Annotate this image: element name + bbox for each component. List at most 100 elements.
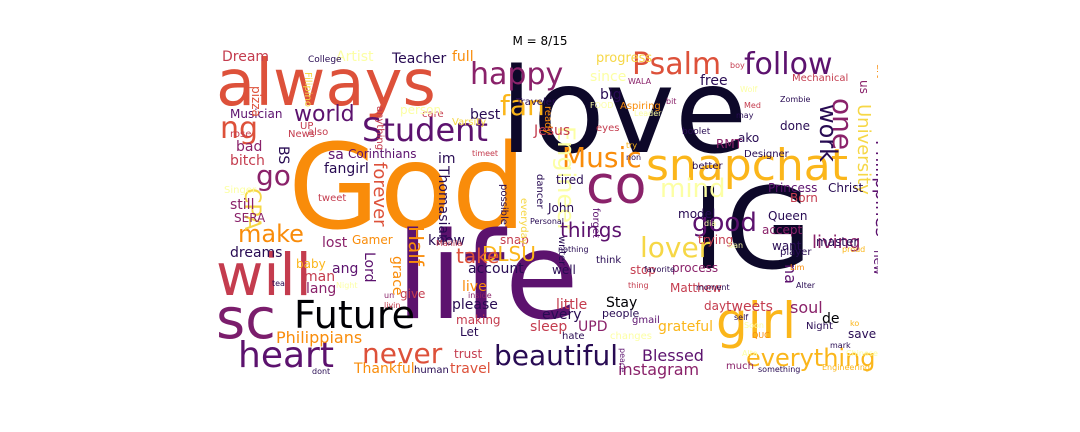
word-let: Let	[460, 325, 479, 339]
word-personal: Personal	[530, 217, 565, 226]
word-boy: boy	[730, 61, 745, 70]
word-bit: bit	[666, 97, 677, 106]
word-work: work	[814, 104, 842, 163]
word-zombie: Zombie	[780, 95, 811, 104]
word-inside: inside	[468, 291, 492, 300]
word-bitch: bitch	[230, 153, 265, 169]
word-making: making	[456, 313, 501, 327]
word-forget: forget	[590, 208, 601, 238]
word-tweets: tweets	[726, 299, 773, 315]
word-ang: ang	[332, 261, 359, 277]
word-never: never	[362, 337, 443, 370]
word-musician: Musician	[230, 107, 283, 121]
word-matthew: Matthew	[670, 281, 722, 295]
word-know: know	[428, 233, 465, 249]
word-world: world	[294, 102, 355, 127]
word-sc: sc	[216, 287, 276, 352]
word-accept: accept	[762, 223, 803, 237]
word-im: im	[438, 151, 456, 167]
word-god: God	[288, 118, 527, 256]
word-every: every	[542, 307, 582, 323]
word-good: good	[692, 208, 757, 238]
word-night2: Night	[336, 281, 358, 290]
word-filipino: Filipino	[302, 72, 313, 107]
word-best: best	[470, 107, 501, 123]
word-baby: baby	[296, 257, 326, 271]
word-pizza: pizza	[249, 86, 263, 117]
word-take: take	[456, 244, 500, 268]
word-ako: ako	[738, 131, 760, 145]
word-trust: trust	[454, 347, 483, 361]
word-peace: peace	[618, 348, 627, 373]
word-lang: lang	[306, 281, 337, 297]
word-aspiring: Aspiring	[620, 101, 661, 112]
word-lost: lost	[322, 235, 348, 251]
word-moment: moment	[696, 283, 730, 292]
word-ig: IG	[692, 165, 812, 295]
word-living: living	[812, 232, 861, 253]
word-stop: stop	[630, 263, 656, 277]
word-ng: ng	[220, 111, 259, 146]
word-teacher: Teacher	[392, 51, 447, 67]
word-happy: happy	[470, 57, 564, 92]
word-tired: tired	[556, 173, 584, 187]
word-dont: dont	[312, 367, 331, 376]
word-full: full	[452, 50, 474, 65]
word-wolf: Wolf	[740, 85, 758, 94]
word-art: art	[874, 64, 878, 79]
word-hate: hate	[562, 331, 585, 342]
word-non: non	[626, 153, 642, 162]
word-day: day	[704, 299, 727, 313]
word-dia: dia	[704, 219, 717, 228]
word-better: better	[692, 161, 723, 172]
word-soon: Soon	[744, 321, 764, 330]
word-gmail: gmail	[632, 315, 660, 326]
word-mark: mark	[830, 341, 851, 350]
word-people: people	[602, 307, 640, 320]
word-jesus: Jesus	[534, 123, 571, 139]
word-mind: mind	[660, 174, 726, 204]
word-blessed: Blessed	[642, 346, 704, 365]
word-give: give	[400, 287, 426, 301]
word-varsity: Varsity	[452, 117, 487, 128]
word-de: de	[822, 311, 840, 327]
word-artist: Artist	[336, 50, 374, 65]
word-tea: tea	[272, 279, 285, 288]
word-livin: livin	[384, 301, 401, 310]
word-master: master	[816, 235, 859, 249]
word-san: San	[728, 241, 744, 250]
word-life: life	[396, 208, 579, 347]
word-rose: rose	[230, 129, 252, 140]
word-chinese: Chinese	[846, 349, 878, 358]
word-time: time	[472, 149, 491, 158]
word-princess: Princess	[768, 181, 818, 195]
word-traveler: Traveler	[516, 97, 556, 108]
word-eyes: eyes	[596, 123, 620, 134]
word-much: much	[726, 361, 754, 372]
word-john: John	[548, 201, 575, 215]
word-man: man	[304, 269, 336, 285]
word-will: will	[216, 241, 312, 309]
word-save: save	[848, 327, 877, 341]
word-philippines: Philippines	[871, 140, 878, 237]
word-big: big	[600, 87, 622, 103]
word-please: please	[452, 297, 498, 313]
word-christ: Christ	[828, 181, 864, 195]
word-up: UP	[300, 121, 314, 132]
word-always: always	[216, 50, 436, 121]
word-dlsu: DLSU	[482, 242, 536, 266]
word-love: love	[500, 50, 748, 180]
word-favorite: favorite	[644, 265, 675, 274]
word-still: still	[230, 197, 255, 213]
word-gamer: Gamer	[352, 233, 393, 247]
word-sera: SERA	[234, 211, 266, 225]
word-forever: forever	[369, 162, 390, 227]
word-alta: Alta	[742, 349, 758, 358]
word-lover: lover	[640, 231, 711, 264]
word-proud: proud	[842, 245, 866, 254]
word-fangirl: fangirl	[324, 161, 369, 177]
word-anything: anything	[374, 106, 385, 151]
word-sa: sa	[328, 147, 344, 163]
word-beautiful: beautiful	[494, 339, 619, 372]
word-half: Half	[404, 226, 428, 266]
